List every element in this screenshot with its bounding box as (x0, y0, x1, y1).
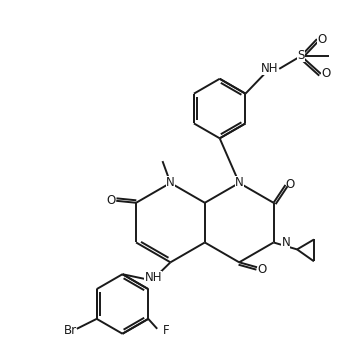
Text: N: N (166, 176, 175, 189)
Text: O: O (107, 194, 116, 207)
Text: S: S (297, 49, 305, 62)
Text: O: O (257, 263, 266, 276)
Text: O: O (286, 178, 295, 191)
Text: F: F (163, 324, 169, 337)
Text: O: O (317, 33, 327, 46)
Text: NH: NH (261, 62, 278, 75)
Text: NH: NH (145, 271, 162, 284)
Text: N: N (235, 176, 244, 189)
Text: N: N (281, 236, 290, 249)
Text: Br: Br (64, 324, 78, 337)
Text: O: O (321, 67, 331, 80)
